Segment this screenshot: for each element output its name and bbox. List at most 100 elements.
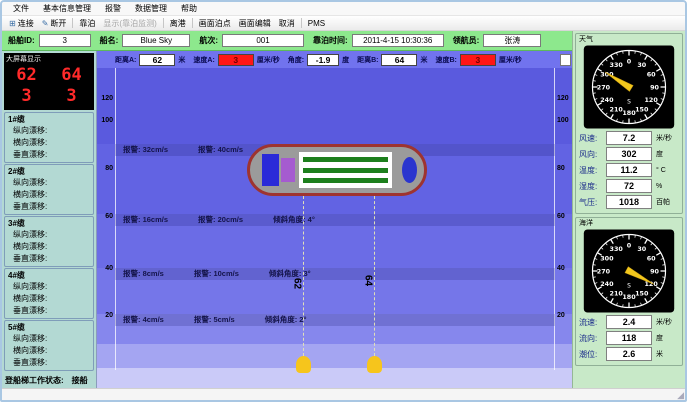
menu-file[interactable]: 文件	[13, 4, 29, 13]
voyage-field[interactable]: 001	[222, 34, 305, 47]
berth-time-field[interactable]: 2011-4-15 10:30:36	[351, 34, 444, 47]
drift-row: 纵向漂移:	[13, 178, 48, 187]
ship-cargo-hold	[299, 152, 392, 188]
pilot-field[interactable]: 张涛	[483, 34, 542, 47]
svg-text:300: 300	[600, 71, 614, 79]
distance-b-label: 距离B:	[357, 56, 379, 64]
distance-b-value: 64	[381, 53, 418, 66]
right-tick: 20	[557, 312, 565, 319]
right-tick: 100	[557, 117, 569, 124]
speed-a-label: 速度A:	[193, 56, 215, 64]
drift-row: 横向漂移:	[13, 294, 48, 303]
ship-id-field[interactable]: 3	[38, 34, 91, 47]
toolbar-screen-point[interactable]: 画面泊点	[198, 18, 231, 28]
ship-deckhouse-block	[281, 158, 295, 182]
sidebar: 大屏幕显示 62 64 3 3 1#缆 纵向漂移: 横向漂移: 垂直漂移:	[2, 51, 97, 388]
readout-bar: 距离A: 62 米 速度A: 3 厘米/秒 角度: -1.9 度 距离B: 64…	[97, 51, 572, 68]
connect-icon: ⊞	[9, 18, 16, 28]
speed-a-value: 3	[217, 53, 254, 66]
svg-text:330: 330	[610, 245, 624, 253]
svg-text:120: 120	[644, 280, 658, 288]
alarm-speed-b: 报警: 5cm/s	[193, 315, 235, 324]
drift-row: 纵向漂移:	[13, 282, 48, 291]
right-tick: 120	[557, 95, 569, 102]
toolbar-connect[interactable]: ⊞ 连接	[5, 17, 38, 30]
display-distance-a: 62	[16, 65, 37, 85]
svg-text:240: 240	[600, 96, 614, 104]
readout-corner-button[interactable]	[560, 53, 571, 66]
toolbar: ⊞ 连接 ✎ 断开 靠泊 显示(靠泊监测) 离港 画面泊点 画面编辑 取消 PM…	[2, 16, 685, 31]
left-tick: 40	[105, 265, 113, 272]
cable-group-title: 5#缆	[8, 323, 25, 332]
toolbar-depart[interactable]: 离港	[169, 18, 186, 28]
toolbar-screen-edit[interactable]: 画面编辑	[238, 18, 271, 28]
current-speed-unit: 米/秒	[656, 319, 672, 326]
alarm-line-2: 报警: 16cm/s 报警: 20cm/s 倾斜角度: 4°	[115, 214, 555, 226]
water-band	[97, 214, 572, 268]
left-tick: 80	[105, 165, 113, 172]
alarm-speed-b: 报警: 40cm/s	[198, 145, 244, 154]
ship-id-label: 船舶ID:	[8, 36, 35, 45]
alarm-tilt: 倾斜角度: 2°	[264, 315, 307, 324]
alarm-speed-a: 报警: 16cm/s	[123, 215, 169, 224]
menu-help[interactable]: 帮助	[181, 4, 197, 13]
resize-grip-icon[interactable]: ◢	[677, 390, 684, 400]
disconnect-icon: ✎	[41, 18, 49, 28]
alarm-tilt: 倾斜角度: 3°	[268, 269, 311, 278]
wind-direction-unit: 度	[656, 151, 663, 158]
alarm-tilt: 倾斜角度: 4°	[273, 215, 315, 224]
toolbar-cancel[interactable]: 取消	[278, 18, 295, 28]
toolbar-disconnect[interactable]: ✎ 断开	[38, 17, 71, 30]
cable-group-title: 2#缆	[8, 167, 25, 176]
content-area: 船舶ID: 3 船名: Blue Sky 航次: 001 靠泊时间: 2011-…	[2, 31, 685, 388]
big-screen-values: 62 64 3 3	[4, 65, 94, 107]
pressure-label: 气压:	[579, 197, 598, 207]
wind-speed-unit: 米/秒	[656, 135, 672, 142]
menu-bar: 文件 基本信息管理 报警 数据管理 帮助	[2, 2, 685, 16]
water-band	[97, 314, 572, 344]
current-direction-label: 流向:	[579, 333, 598, 343]
pressure-row: 气压: 1018 百帕	[579, 195, 679, 209]
left-tick: 60	[105, 213, 113, 220]
drift-row: 垂直漂移:	[13, 306, 48, 315]
svg-text:S: S	[627, 98, 631, 105]
menu-data[interactable]: 数据管理	[135, 4, 167, 13]
drift-row: 横向漂移:	[13, 138, 48, 147]
current-speed-label: 流速:	[579, 317, 598, 327]
ship-bridge-block	[262, 154, 279, 186]
temperature-unit: ° C	[656, 166, 666, 174]
menu-basic-info[interactable]: 基本信息管理	[43, 4, 91, 13]
svg-text:270: 270	[597, 267, 611, 275]
alarm-speed-a: 报警: 32cm/s	[123, 145, 169, 154]
cable-group-title: 4#缆	[8, 271, 25, 280]
speed-b-value: 3	[459, 53, 496, 66]
right-tick: 40	[557, 265, 565, 272]
left-ruler	[115, 68, 116, 370]
alarm-speed-a: 报警: 8cm/s	[123, 269, 164, 278]
svg-text:60: 60	[647, 71, 656, 79]
toolbar-separator	[72, 18, 74, 28]
right-ruler	[554, 68, 555, 370]
toolbar-disconnect-label: 断开	[50, 18, 67, 28]
humidity-value: 72	[606, 179, 652, 193]
drift-row: 横向漂移:	[13, 346, 48, 355]
drift-row: 垂直漂移:	[13, 254, 48, 263]
gangway-status: 登船梯工作状态: 接船	[2, 371, 96, 388]
alarm-line-4: 报警: 4cm/s 报警: 5cm/s 倾斜角度: 2°	[115, 314, 555, 326]
tide-level-value: 2.6	[606, 347, 652, 361]
cargo-stripe	[303, 167, 388, 173]
tide-level-row: 潮位: 2.6 米	[579, 347, 679, 361]
svg-text:180: 180	[622, 293, 636, 301]
left-tick: 100	[101, 117, 113, 124]
svg-text:330: 330	[610, 61, 624, 69]
svg-text:150: 150	[635, 289, 649, 297]
ship-name-field[interactable]: Blue Sky	[122, 34, 191, 47]
svg-text:120: 120	[644, 96, 658, 104]
ship-graphic	[247, 144, 427, 196]
menu-alarm[interactable]: 报警	[105, 4, 121, 13]
toolbar-pms[interactable]: PMS	[307, 18, 326, 28]
big-screen-title: 大屏幕显示	[6, 56, 41, 63]
toolbar-berth[interactable]: 靠泊	[79, 18, 96, 28]
angle-label: 角度:	[287, 56, 305, 64]
